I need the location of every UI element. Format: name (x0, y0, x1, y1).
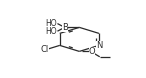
Text: N: N (96, 41, 103, 50)
Text: HO: HO (45, 27, 57, 36)
Text: HO: HO (45, 19, 57, 28)
Text: Cl: Cl (40, 45, 49, 54)
Text: B: B (62, 23, 68, 32)
Text: O: O (89, 47, 95, 56)
